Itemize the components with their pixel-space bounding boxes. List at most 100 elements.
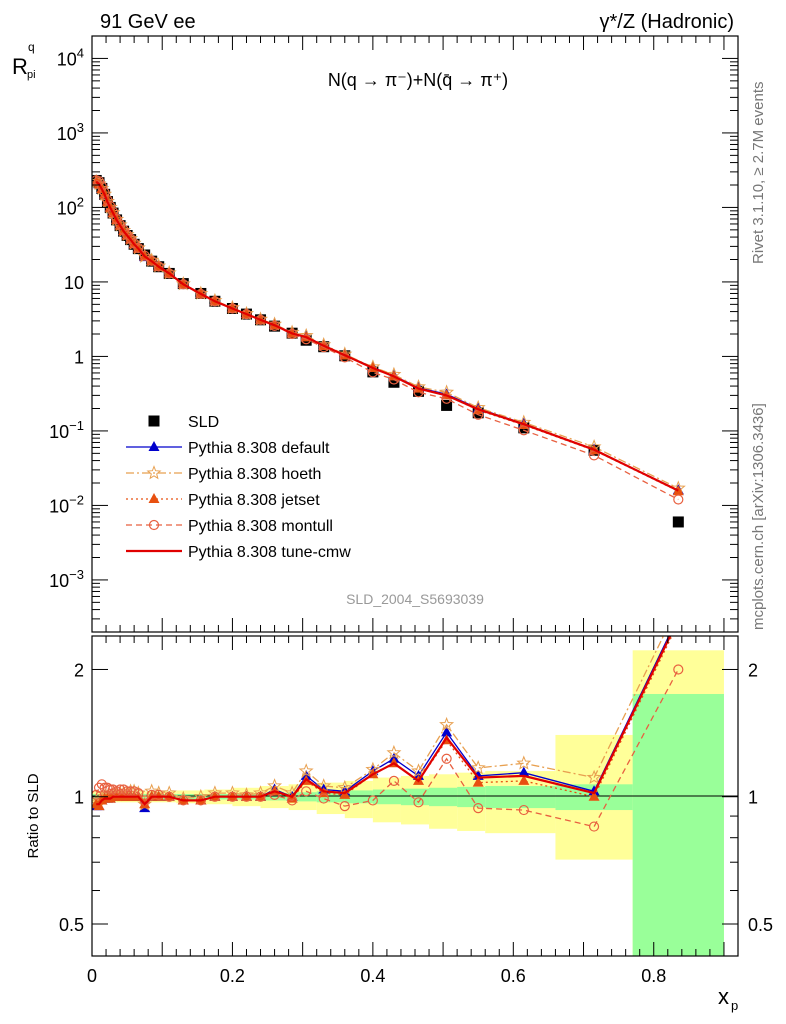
- ratio-series-point: [105, 784, 116, 795]
- mcplots-label: mcplots.cern.ch [arXiv:1306.3436]: [750, 403, 767, 630]
- rivet-label: Rivet 3.1.10, ≥ 2.7M events: [750, 82, 767, 265]
- header-left: 91 GeV ee: [100, 11, 196, 33]
- stat-uncertainty-bin: [429, 787, 458, 807]
- ratio-series-point: [470, 760, 486, 775]
- x-tick-label: 0.4: [360, 966, 385, 986]
- legend-entry-pythia-8-308-montull: Pythia 8.308 montull: [126, 518, 333, 535]
- stat-uncertainty-bin: [457, 786, 486, 808]
- legend: SLD Pythia 8.308 default Pythia 8.308 hoet…: [126, 414, 351, 561]
- ratio-series-point: [301, 786, 312, 797]
- main-y-axis-label: R q pi: [12, 40, 36, 81]
- x-tick-label: 0.2: [220, 966, 245, 986]
- main-series-point: [269, 320, 280, 331]
- main-series-point: [102, 194, 113, 206]
- sld-data-point: [388, 376, 400, 388]
- ratio-series-point: [146, 789, 157, 801]
- main-series-line: [95, 179, 679, 501]
- y-tick-label: 10: [64, 273, 84, 293]
- y-tick-label: 1: [74, 347, 84, 367]
- main-y-label-sup: q: [28, 40, 35, 54]
- ratio-series-point: [92, 789, 102, 801]
- main-series-line: [95, 181, 679, 489]
- ratio-series-line: [96, 636, 672, 806]
- ratio-series-group: [92, 610, 684, 832]
- main-series-pythia-8-308-tune-cmw: [95, 180, 679, 492]
- y-tick-label: 10−1: [49, 418, 84, 442]
- legend-label: Pythia 8.308 jetset: [188, 492, 320, 509]
- main-series-sld: [92, 174, 684, 528]
- ratio-series-point: [472, 776, 484, 787]
- legend-swatch: [148, 493, 160, 503]
- y-tick-label: 104: [57, 45, 84, 69]
- main-series-point: [195, 288, 206, 300]
- x-label-sub: p: [731, 998, 738, 1013]
- main-series-point: [105, 201, 116, 212]
- ratio-y-tick-label-right: 2: [748, 660, 758, 680]
- legend-entry-pythia-8-308-tune-cmw: Pythia 8.308 tune-cmw: [126, 544, 351, 561]
- main-series-group: [92, 173, 686, 528]
- legend-entry-pythia-8-308-hoeth: Pythia 8.308 hoeth: [126, 465, 321, 483]
- ratio-series-point: [441, 726, 453, 737]
- ratio-series-point: [386, 744, 402, 760]
- ratio-series-point: [518, 774, 530, 785]
- sld-data-point: [672, 516, 684, 528]
- stat-uncertainty-bin: [632, 693, 724, 956]
- main-series-point: [209, 296, 220, 307]
- legend-swatch: [148, 441, 160, 451]
- main-series-point: [164, 268, 175, 279]
- ratio-series-point: [114, 784, 126, 795]
- main-series-point: [146, 255, 157, 266]
- stat-uncertainty-bin: [176, 793, 205, 800]
- main-panel-frame: [91, 35, 739, 633]
- main-series-pythia-8-308-montull: [92, 175, 684, 505]
- main-y-label: R: [12, 54, 28, 79]
- ratio-series-point: [410, 763, 427, 778]
- ratio-y-label: Ratio to SLD: [25, 773, 42, 858]
- legend-label: Pythia 8.308 montull: [188, 518, 333, 535]
- ratio-y-tick-label: 1: [74, 788, 84, 808]
- ratio-series-point: [153, 789, 164, 801]
- ratio-series-pythia-8-308-tune-cmw: [96, 636, 672, 806]
- legend-swatch: [148, 519, 160, 531]
- y-tick-label: 10−2: [49, 492, 84, 516]
- x-tick-label: 0.8: [641, 966, 666, 986]
- y-tick-label: 102: [57, 194, 84, 218]
- y-tick-label: 10−3: [49, 567, 84, 591]
- ratio-series-point: [102, 782, 113, 793]
- ratio-series-point: [586, 769, 602, 784]
- main-series-point: [227, 303, 238, 314]
- x-tick-label: 0: [87, 966, 97, 986]
- main-series-point: [153, 261, 164, 272]
- ratio-series-point: [516, 755, 532, 770]
- main-series-point: [178, 279, 189, 290]
- ratio-series-point: [439, 716, 455, 732]
- stat-uncertainty-bin: [344, 790, 373, 804]
- legend-label: Pythia 8.308 hoeth: [188, 466, 321, 483]
- main-y-label-sub: pi: [27, 69, 36, 81]
- main-series-point: [518, 425, 529, 436]
- ratio-y-tick-label: 2: [74, 660, 84, 680]
- legend-entry-pythia-8-308-default: Pythia 8.308 default: [126, 440, 330, 457]
- main-series-point: [139, 250, 150, 261]
- main-series-point: [255, 314, 266, 325]
- main-series-line: [95, 180, 679, 492]
- legend-entry-pythia-8-308-jetset: Pythia 8.308 jetset: [126, 492, 320, 509]
- main-series-point: [133, 242, 144, 254]
- ratio-series-point: [518, 804, 529, 816]
- ratio-series-point: [588, 821, 600, 832]
- x-axis-label: x p: [718, 984, 738, 1013]
- legend-swatch: [146, 465, 162, 480]
- ratio-series-point: [518, 766, 530, 777]
- ratio-series-point: [367, 795, 378, 806]
- ratio-series-point: [673, 610, 684, 620]
- ratio-series-point: [473, 802, 484, 814]
- main-series-point: [673, 494, 684, 505]
- ratio-series-point: [673, 664, 684, 675]
- ratio-y-tick-label-right: 1: [748, 788, 758, 808]
- x-label: x: [718, 984, 729, 1009]
- analysis-id: SLD_2004_S5693039: [346, 591, 484, 607]
- stat-uncertainty-bin: [316, 791, 345, 803]
- y-tick-label: 103: [57, 120, 84, 144]
- legend-label: SLD: [188, 414, 219, 431]
